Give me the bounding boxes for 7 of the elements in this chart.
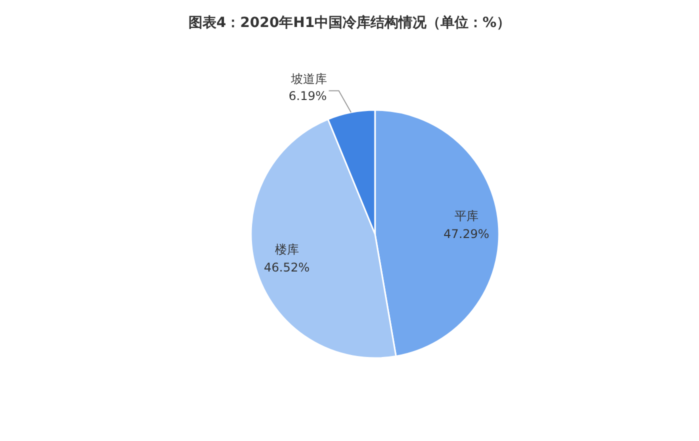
slice-label: 平库 bbox=[454, 209, 478, 224]
chart-title: 图表4：2020年H1中国冷库结构情况（单位：%） bbox=[188, 14, 511, 31]
data-label: 6.19% bbox=[288, 88, 327, 103]
data-label: 47.29% bbox=[444, 227, 490, 242]
slice-label: 坡道库 bbox=[290, 72, 327, 86]
slice-label: 楼库 bbox=[274, 242, 299, 256]
data-label: 46.52% bbox=[264, 260, 310, 274]
